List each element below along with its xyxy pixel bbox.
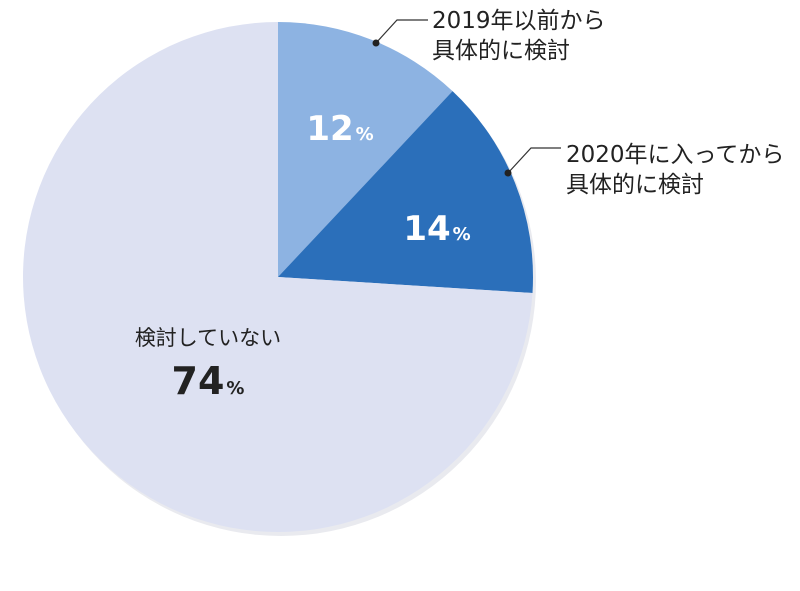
slice-value-unit: % [453, 224, 471, 245]
pie-slice-2 [278, 91, 533, 294]
slice-value-unit: % [356, 124, 374, 145]
slice-category-label-2: 具体的に検討 [566, 172, 704, 198]
slice-value-number: 14 [403, 209, 450, 249]
slice-category-label-3: 検討していない [135, 326, 281, 350]
slice-value-unit: % [226, 378, 244, 399]
slice-category-label-1: 2019年以前から [432, 8, 606, 34]
slice-value-number: 74 [172, 359, 225, 403]
slice-value-number: 12 [306, 109, 353, 149]
slices-layer [23, 22, 536, 536]
leader-dot-2 [504, 169, 512, 177]
leader-dot-1 [372, 39, 380, 47]
pie-slice-1 [278, 22, 453, 277]
slice-value-label-3: 74% [172, 359, 245, 403]
slice-value-label-2: 14% [403, 209, 470, 249]
pie-slice-3 [23, 22, 533, 532]
slice-value-label-1: 12% [306, 109, 373, 149]
slice-category-label-1: 具体的に検討 [432, 38, 570, 64]
slice-category-label-2: 2020年に入ってから [566, 142, 784, 168]
leader-line-1 [375, 19, 428, 44]
leader-line-2 [507, 147, 561, 174]
